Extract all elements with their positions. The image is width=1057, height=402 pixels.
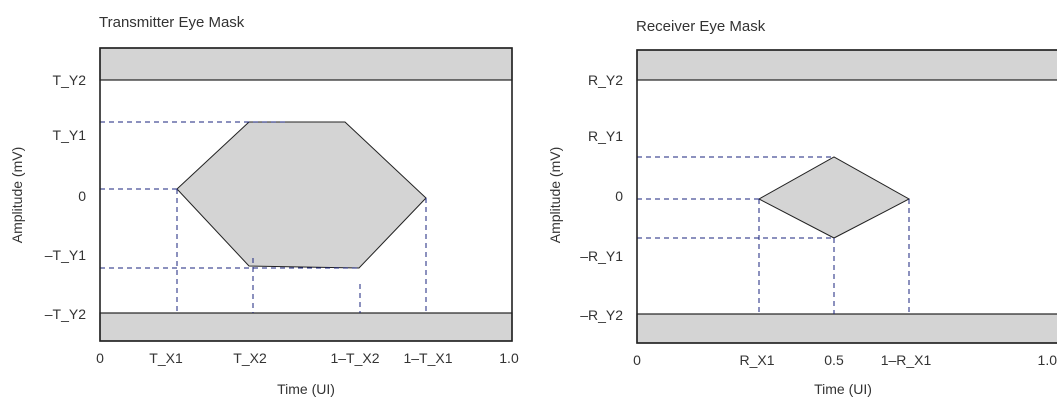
- receiver-bottom-band: [636, 313, 1057, 344]
- receiver-x-ticks: 0 R_X1 0.5 1–R_X1 1.0: [633, 352, 1057, 368]
- y-tick-r-y2: R_Y2: [588, 72, 623, 88]
- receiver-title: Receiver Eye Mask: [636, 18, 766, 35]
- transmitter-guides: [100, 121, 427, 313]
- x-tick-t-x2: T_X2: [233, 350, 267, 366]
- y-tick-t-y1: T_Y1: [53, 127, 87, 143]
- y-tick-neg-r-y2: –R_Y2: [580, 307, 623, 323]
- y-tick-r-zero: 0: [615, 188, 623, 204]
- x-tick-one: 1.0: [499, 350, 519, 366]
- transmitter-x-axis-label: Time (UI): [277, 381, 335, 397]
- receiver-plot-frame: [636, 49, 1057, 344]
- y-tick-t-y2: T_Y2: [53, 72, 87, 88]
- receiver-eye-diamond: [757, 156, 911, 239]
- transmitter-x-ticks: 0 T_X1 T_X2 1–T_X2 1–T_X1 1.0: [96, 350, 519, 366]
- receiver-y-axis-label: Amplitude (mV): [547, 147, 563, 243]
- y-tick-r-y1: R_Y1: [588, 128, 623, 144]
- x-tick-1-t-x1: 1–T_X1: [403, 350, 452, 366]
- transmitter-top-band: [99, 47, 513, 81]
- x-tick-1-r-x1: 1–R_X1: [881, 352, 932, 368]
- y-tick-neg-t-y2: –T_Y2: [45, 306, 86, 322]
- y-tick-neg-r-y1: –R_Y1: [580, 248, 623, 264]
- x-tick-1-t-x2: 1–T_X2: [330, 350, 379, 366]
- receiver-top-band: [636, 49, 1057, 81]
- receiver-guides: [637, 156, 910, 314]
- x-tick-r-x1: R_X1: [739, 352, 774, 368]
- transmitter-plot-frame: [99, 47, 513, 342]
- receiver-eye-mask: Receiver Eye Mask R_Y2 R_Y1 0 –R_Y1 –R_Y…: [547, 18, 1057, 397]
- y-tick-zero: 0: [78, 188, 86, 204]
- receiver-y-ticks: R_Y2 R_Y1 0 –R_Y1 –R_Y2: [580, 72, 623, 323]
- y-tick-neg-t-y1: –T_Y1: [45, 247, 86, 263]
- transmitter-eye-hexagon: [176, 121, 427, 269]
- transmitter-y-axis-label: Amplitude (mV): [9, 147, 25, 243]
- transmitter-eye-mask: Transmitter Eye Mask T_Y2 T_Y1 0 –T_Y1 –…: [9, 14, 519, 397]
- x-tick-r-zero: 0: [633, 352, 641, 368]
- receiver-x-axis-label: Time (UI): [814, 381, 872, 397]
- transmitter-bottom-band: [99, 312, 513, 342]
- transmitter-y-ticks: T_Y2 T_Y1 0 –T_Y1 –T_Y2: [45, 72, 86, 322]
- transmitter-title: Transmitter Eye Mask: [99, 14, 245, 31]
- x-tick-zero: 0: [96, 350, 104, 366]
- x-tick-r-one: 1.0: [1038, 352, 1057, 368]
- x-tick-t-x1: T_X1: [149, 350, 183, 366]
- x-tick-half: 0.5: [824, 352, 844, 368]
